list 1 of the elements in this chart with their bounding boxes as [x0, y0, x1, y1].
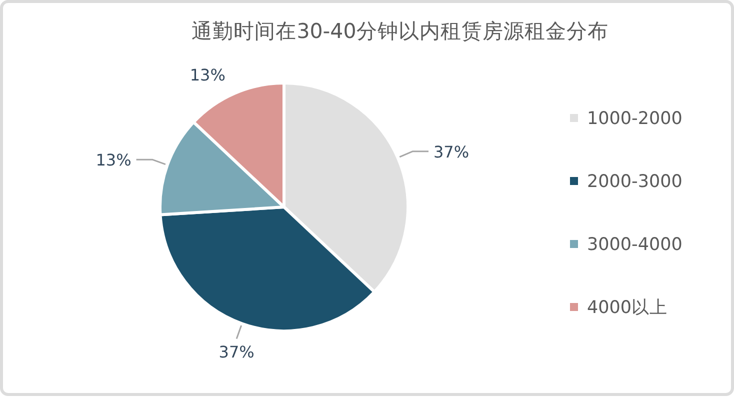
title: 通勤时间在30-40分钟以内租赁房源租金分布 [192, 19, 608, 43]
